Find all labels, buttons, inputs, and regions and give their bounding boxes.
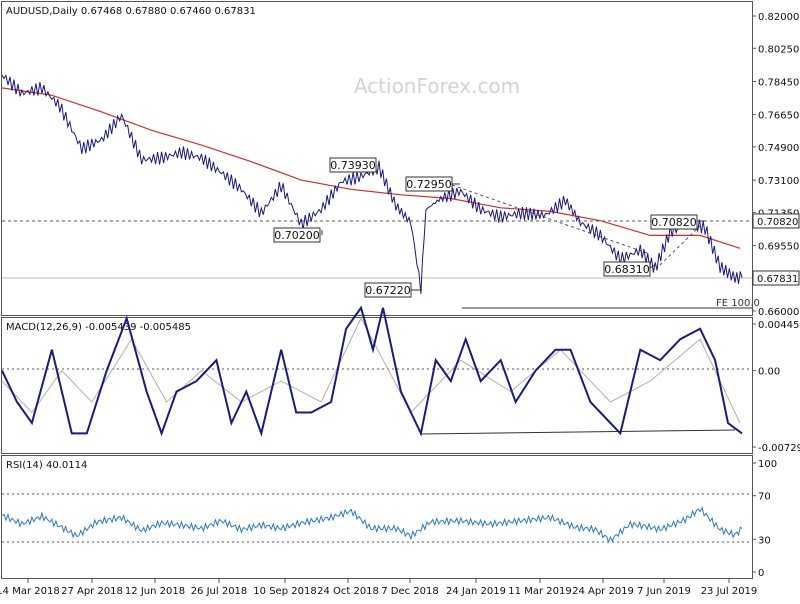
current-price-text: 0.67831 bbox=[757, 274, 798, 285]
x-tick-label: 24 Jan 2019 bbox=[446, 586, 506, 597]
rsi-title: RSI(14) 40.0114 bbox=[6, 460, 87, 471]
rsi-tick-label: 70 bbox=[758, 492, 771, 503]
x-tick-label: 10 Sep 2018 bbox=[253, 586, 316, 597]
price-title: AUDUSD,Daily 0.67468 0.67880 0.67460 0.6… bbox=[6, 6, 256, 17]
macd-line bbox=[1, 305, 743, 437]
macd-tick-label: -0.007298 bbox=[758, 443, 800, 454]
resistance-price-text: 0.70820 bbox=[757, 217, 798, 228]
callout-text: 0.72950 bbox=[406, 178, 452, 191]
macd-y-axis: 0.004456 0.00 -0.007298 bbox=[752, 320, 800, 454]
callout-0.73930: 0.73930 bbox=[329, 157, 379, 173]
callout-text: 0.70820 bbox=[651, 216, 697, 229]
price-tick-label: 0.69550 bbox=[758, 242, 799, 253]
callout-0.72950: 0.72950 bbox=[405, 176, 460, 192]
macd-tick-label: 0.00 bbox=[758, 367, 780, 378]
callout-text: 0.68310 bbox=[604, 263, 650, 276]
x-tick-label: 14 Mar 2018 bbox=[0, 586, 60, 597]
watermark: ActionForex.com bbox=[354, 74, 520, 98]
rsi-tick-label: 100 bbox=[758, 459, 777, 470]
price-tick-label: 0.82000 bbox=[758, 12, 799, 23]
fib-label: FE 100.0 bbox=[716, 298, 760, 309]
rsi-y-axis: 100 70 30 0 bbox=[752, 459, 777, 579]
callout-text: 0.73930 bbox=[330, 159, 376, 172]
x-tick-label: 24 Oct 2018 bbox=[317, 586, 379, 597]
x-tick-label: 27 Apr 2018 bbox=[61, 586, 123, 597]
current-price-label: 0.67831 bbox=[752, 270, 800, 286]
callout-0.67220: 0.67220 bbox=[364, 282, 422, 298]
x-tick-label: 7 Jun 2019 bbox=[637, 586, 691, 597]
rsi-line bbox=[1, 506, 743, 544]
callout-0.70820: 0.70820 bbox=[650, 214, 705, 230]
rsi-tick-label: 30 bbox=[758, 535, 771, 546]
price-ohlc: 0.67468 0.67880 0.67460 0.67831 bbox=[81, 6, 256, 17]
rsi-panel-frame bbox=[1, 455, 753, 579]
x-tick-label: 11 Mar 2019 bbox=[508, 586, 571, 597]
macd-tick-label: 0.004456 bbox=[758, 320, 800, 331]
x-tick-label: 7 Dec 2018 bbox=[381, 586, 439, 597]
macd-title: MACD(12,26,9) -0.005439 -0.005485 bbox=[6, 322, 191, 333]
resistance-price-label: 0.70820 bbox=[752, 213, 800, 229]
macd-signal-line bbox=[1, 317, 741, 424]
x-tick-label: 23 Jul 2019 bbox=[701, 586, 758, 597]
macd-divergence-line bbox=[419, 429, 736, 435]
price-tick-label: 0.76650 bbox=[758, 111, 799, 122]
x-tick-label: 24 Apr 2019 bbox=[572, 586, 634, 597]
callout-text: 0.70200 bbox=[274, 229, 320, 242]
price-tick-label: 0.73100 bbox=[758, 176, 799, 187]
callout-0.68310: 0.68310 bbox=[603, 261, 657, 277]
x-axis: 14 Mar 2018 27 Apr 2018 12 Jun 2018 26 Jul … bbox=[0, 579, 757, 597]
price-tick-label: 0.80250 bbox=[758, 44, 799, 55]
callout-text: 0.67220 bbox=[365, 284, 411, 297]
price-trendline bbox=[451, 184, 651, 255]
price-tick-label: 0.74900 bbox=[758, 143, 799, 154]
callout-0.70200: 0.70200 bbox=[273, 227, 323, 243]
x-tick-label: 12 Jun 2018 bbox=[125, 586, 185, 597]
rsi-tick-label: 0 bbox=[758, 568, 764, 579]
macd-panel-frame bbox=[1, 317, 753, 454]
price-tick-label: 0.78450 bbox=[758, 77, 799, 88]
price-tick-label: 0.66000 bbox=[758, 307, 799, 318]
x-tick-label: 26 Jul 2018 bbox=[191, 586, 248, 597]
ma-series-line bbox=[1, 87, 741, 249]
price-title-name: AUDUSD,Daily bbox=[6, 6, 78, 17]
